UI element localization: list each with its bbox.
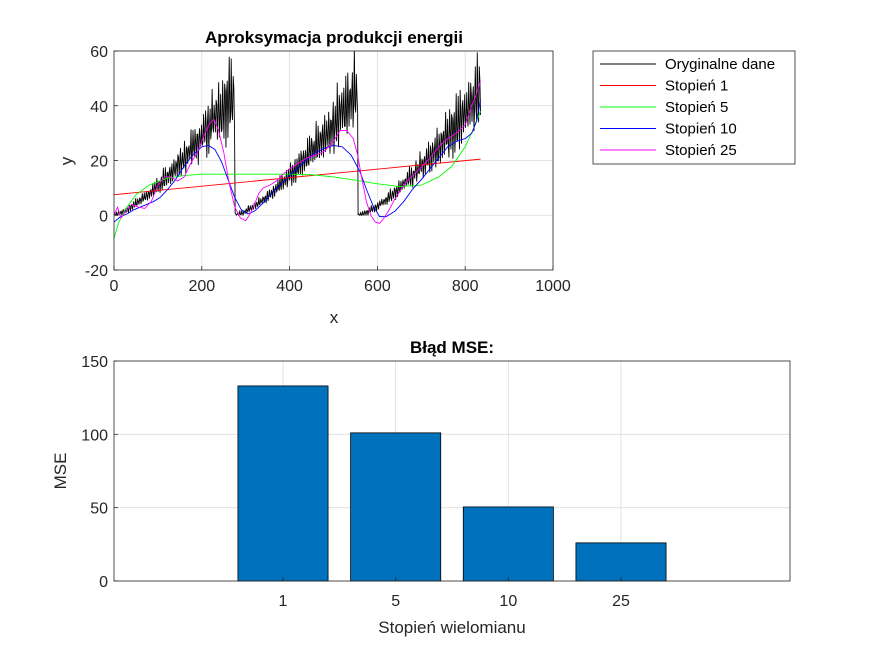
y-tick-label: 0: [99, 574, 108, 591]
x-tick-label: 25: [612, 593, 630, 610]
mse-plot-frame: [113, 360, 791, 582]
y-tick-label: 50: [90, 501, 108, 518]
legend-label: Stopień 25: [665, 142, 737, 159]
x-tick-label: 1: [279, 593, 288, 610]
y-tick-label: 100: [81, 427, 108, 444]
x-tick-label: 0: [110, 278, 119, 295]
x-tick-label: 10: [499, 593, 517, 610]
mse-bar-1: [237, 385, 329, 582]
x-tick-label: 400: [276, 278, 303, 295]
legend-label: Stopień 5: [665, 99, 728, 116]
mse-bar-chart: 0 50 100 150 1 5 10 25 Błąd MSE: Stopień wielom…: [51, 338, 791, 637]
legend: Oryginalne dane Stopień 1 Stopień 5 Stopień…: [592, 50, 796, 165]
x-tick-label: 800: [452, 278, 479, 295]
y-tick-label: 150: [81, 354, 108, 371]
legend-label: Stopień 1: [665, 78, 728, 95]
mse-bar-5: [350, 432, 442, 582]
y-tick-label: -20: [85, 263, 108, 280]
legend-label: Stopień 10: [665, 121, 737, 138]
series-line-1: [114, 158, 481, 196]
series-line-2: [114, 111, 481, 239]
y-tick-label: 20: [90, 154, 108, 171]
y-tick-label: 0: [99, 208, 108, 225]
series-line-3: [114, 100, 482, 223]
approximation-plot-lines: [114, 51, 482, 239]
approximation-plot-ylabel: y: [57, 156, 76, 165]
x-tick-label: 200: [188, 278, 215, 295]
series-line-0: [114, 51, 482, 216]
mse-bar-10: [462, 506, 554, 582]
mse-plot-xlabel: Stopień wielomianu: [378, 618, 525, 637]
series-line-4: [114, 80, 481, 224]
mse-bar-25: [575, 542, 667, 582]
legend-items: Oryginalne dane Stopień 1 Stopień 5 Stopień…: [600, 56, 775, 159]
legend-label: Oryginalne dane: [665, 56, 775, 73]
mse-bars: [237, 385, 667, 582]
x-tick-label: 5: [391, 593, 400, 610]
x-tick-label: 600: [364, 278, 391, 295]
y-tick-label: 40: [90, 99, 108, 116]
approximation-plot-xlabel: x: [330, 308, 339, 327]
mse-plot-area: [114, 361, 790, 581]
x-tick-label: 1000: [535, 278, 571, 295]
mse-plot-ylabel: MSE: [51, 453, 70, 490]
mse-plot-ticks: 0 50 100 150 1 5 10 25: [81, 354, 630, 610]
y-tick-label: 60: [90, 44, 108, 61]
mse-plot-title: Błąd MSE:: [410, 338, 494, 357]
approximation-plot-title: Aproksymacja produkcji energii: [205, 28, 463, 47]
